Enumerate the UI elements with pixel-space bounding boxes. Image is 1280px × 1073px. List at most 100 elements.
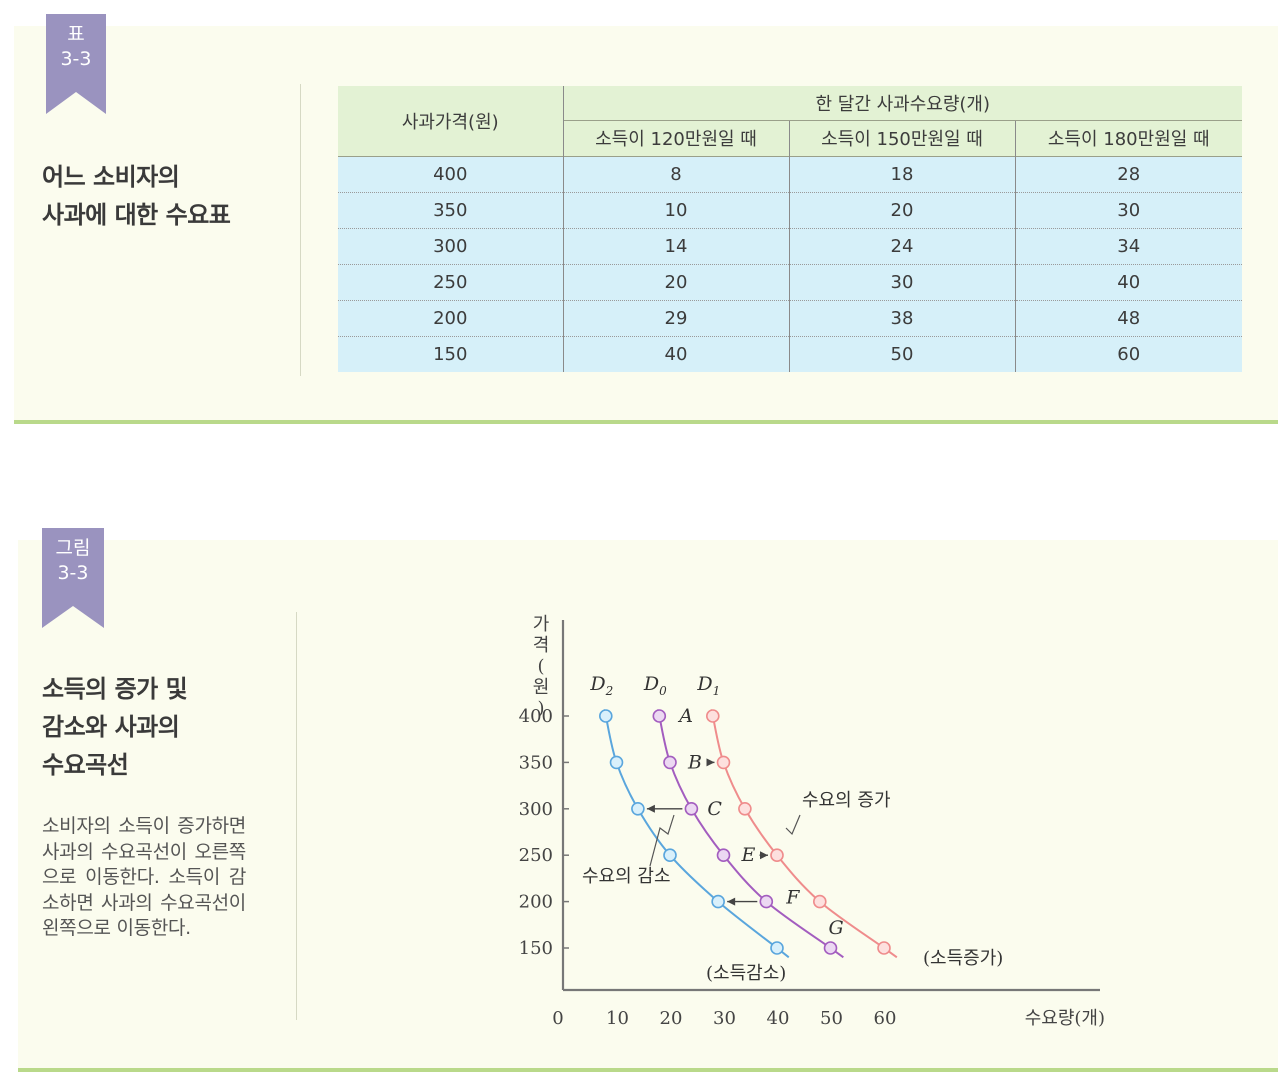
table-title: 어느 소비자의 사과에 대한 수요표 xyxy=(42,163,231,229)
x-tick-label: 20 xyxy=(660,1008,683,1029)
cell-price: 350 xyxy=(338,191,563,228)
y-tick-label: 350 xyxy=(519,752,553,773)
data-point xyxy=(599,709,613,723)
cell-price: 200 xyxy=(338,299,563,336)
data-point xyxy=(770,848,784,862)
annotation-income-decrease: (소득감소) xyxy=(706,963,786,984)
header-income-180: 소득이 180만원일 때 xyxy=(1014,119,1242,156)
data-point xyxy=(877,941,891,955)
cell-qty: 20 xyxy=(788,191,1015,228)
x-tick-label: 60 xyxy=(874,1008,897,1029)
cell-price: 400 xyxy=(338,155,563,192)
figure-badge-label: 그림 xyxy=(55,537,91,559)
origin-label: 0 xyxy=(552,1008,563,1029)
point-label-c: C xyxy=(707,798,722,820)
chart-axes: 가 격(원)400 350 300 250 200 150 0 10 20 30 40 50 60 수요량(… xyxy=(519,614,1105,1029)
x-tick-label: 40 xyxy=(767,1008,790,1029)
x-tick-label: 50 xyxy=(820,1008,843,1029)
cell-qty: 50 xyxy=(788,335,1015,372)
shift-arrow-right-head xyxy=(706,758,715,767)
data-point xyxy=(716,848,731,862)
cell-qty: 38 xyxy=(788,299,1015,336)
shift-arrow-left-head xyxy=(727,897,736,906)
data-point xyxy=(706,709,720,723)
point-label-f: F xyxy=(785,887,800,909)
data-point xyxy=(609,755,624,770)
cell-qty: 30 xyxy=(788,263,1015,300)
figure-badge-number: 3-3 xyxy=(57,562,89,584)
annotation-income-increase: (소득증가) xyxy=(923,948,1003,969)
table-row: 250 20 30 40 xyxy=(338,263,1242,300)
curve-label-2: D2 xyxy=(589,673,613,698)
data-point xyxy=(812,894,827,909)
annotation-increase: 수요의 증가 xyxy=(802,790,891,811)
data-point xyxy=(823,941,838,955)
data-point xyxy=(663,848,677,862)
figure-description: 소비자의 소득이 증가하면 사과의 수요곡선이 오른쪽으로 이동한다. 소득이 … xyxy=(42,815,246,939)
chart-curves xyxy=(603,709,898,959)
cell-qty: 40 xyxy=(1014,263,1242,300)
figure-panel xyxy=(18,540,1278,1072)
x-tick-label: 30 xyxy=(713,1008,736,1029)
chart-marks xyxy=(599,709,891,955)
data-point xyxy=(711,894,725,909)
y-axis-label: 가 격(원) xyxy=(533,614,550,719)
header-price: 사과가격(원) xyxy=(401,111,499,133)
curve-label-0: D0 xyxy=(643,673,667,698)
table-row: 150 40 50 60 xyxy=(338,335,1242,372)
cell-qty: 34 xyxy=(1014,227,1242,264)
figure-title: 소득의 증가 및 감소와 사과의 수요곡선 xyxy=(42,675,188,779)
curve-label-1: D1 xyxy=(696,673,720,698)
cell-qty: 8 xyxy=(562,155,789,192)
shift-arrow-left-head xyxy=(646,804,655,813)
demand-curve-chart: 가 격(원)400 350 300 250 200 150 0 10 20 30 40 50 60 수요량(… xyxy=(519,614,1105,1029)
y-tick-label: 150 xyxy=(519,938,553,959)
table-row: 400 8 18 28 xyxy=(338,155,1242,192)
point-label-g: G xyxy=(829,917,844,939)
y-tick-label: 250 xyxy=(519,845,553,866)
data-point xyxy=(663,755,677,770)
y-tick-label: 200 xyxy=(519,892,553,913)
cell-qty: 18 xyxy=(788,155,1015,192)
cell-qty: 30 xyxy=(1014,191,1242,228)
data-point xyxy=(759,894,774,909)
cell-qty: 29 xyxy=(562,299,789,336)
y-tick-label: 300 xyxy=(519,799,553,820)
header-income-120: 소득이 120만원일 때 xyxy=(562,119,789,156)
table-row: 300 14 24 34 xyxy=(338,227,1242,264)
table-row: 200 29 38 48 xyxy=(338,299,1242,336)
point-label-b: B xyxy=(687,751,702,773)
table-row: 350 10 20 30 xyxy=(338,191,1242,228)
demand-curve-0 xyxy=(656,709,844,959)
cell-qty: 20 xyxy=(562,263,789,300)
cell-qty: 24 xyxy=(788,227,1015,264)
table-badge-number: 3-3 xyxy=(60,48,92,70)
annotation-decrease-pointer xyxy=(649,814,675,867)
annotation-decrease: 수요의 감소 xyxy=(582,866,671,887)
data-point xyxy=(684,802,699,816)
x-axis-label: 수요량(개) xyxy=(1025,1008,1105,1029)
point-label-e: E xyxy=(741,844,756,866)
point-label-a: A xyxy=(677,705,693,727)
cell-qty: 10 xyxy=(562,191,789,228)
shift-arrow-right-head xyxy=(760,851,768,860)
table-divider xyxy=(300,84,301,376)
header-income-150: 소득이 150만원일 때 xyxy=(788,119,1015,156)
annotation-increase-pointer xyxy=(785,814,801,836)
cell-price: 250 xyxy=(338,263,563,300)
cell-qty: 48 xyxy=(1014,299,1242,336)
demand-curve-1 xyxy=(710,709,898,959)
figure-divider xyxy=(296,612,297,1020)
header-group: 한 달간 사과수요량(개) xyxy=(562,86,1242,120)
y-tick-label: 400 xyxy=(519,706,553,727)
x-tick-label: 10 xyxy=(606,1008,629,1029)
cell-price: 150 xyxy=(338,335,563,372)
data-point xyxy=(738,802,752,816)
table-badge-label: 표 xyxy=(67,23,85,45)
data-point xyxy=(770,941,784,955)
cell-qty: 14 xyxy=(562,227,789,264)
cell-qty: 60 xyxy=(1014,335,1242,372)
data-point xyxy=(631,802,645,816)
cell-qty: 28 xyxy=(1014,155,1242,192)
